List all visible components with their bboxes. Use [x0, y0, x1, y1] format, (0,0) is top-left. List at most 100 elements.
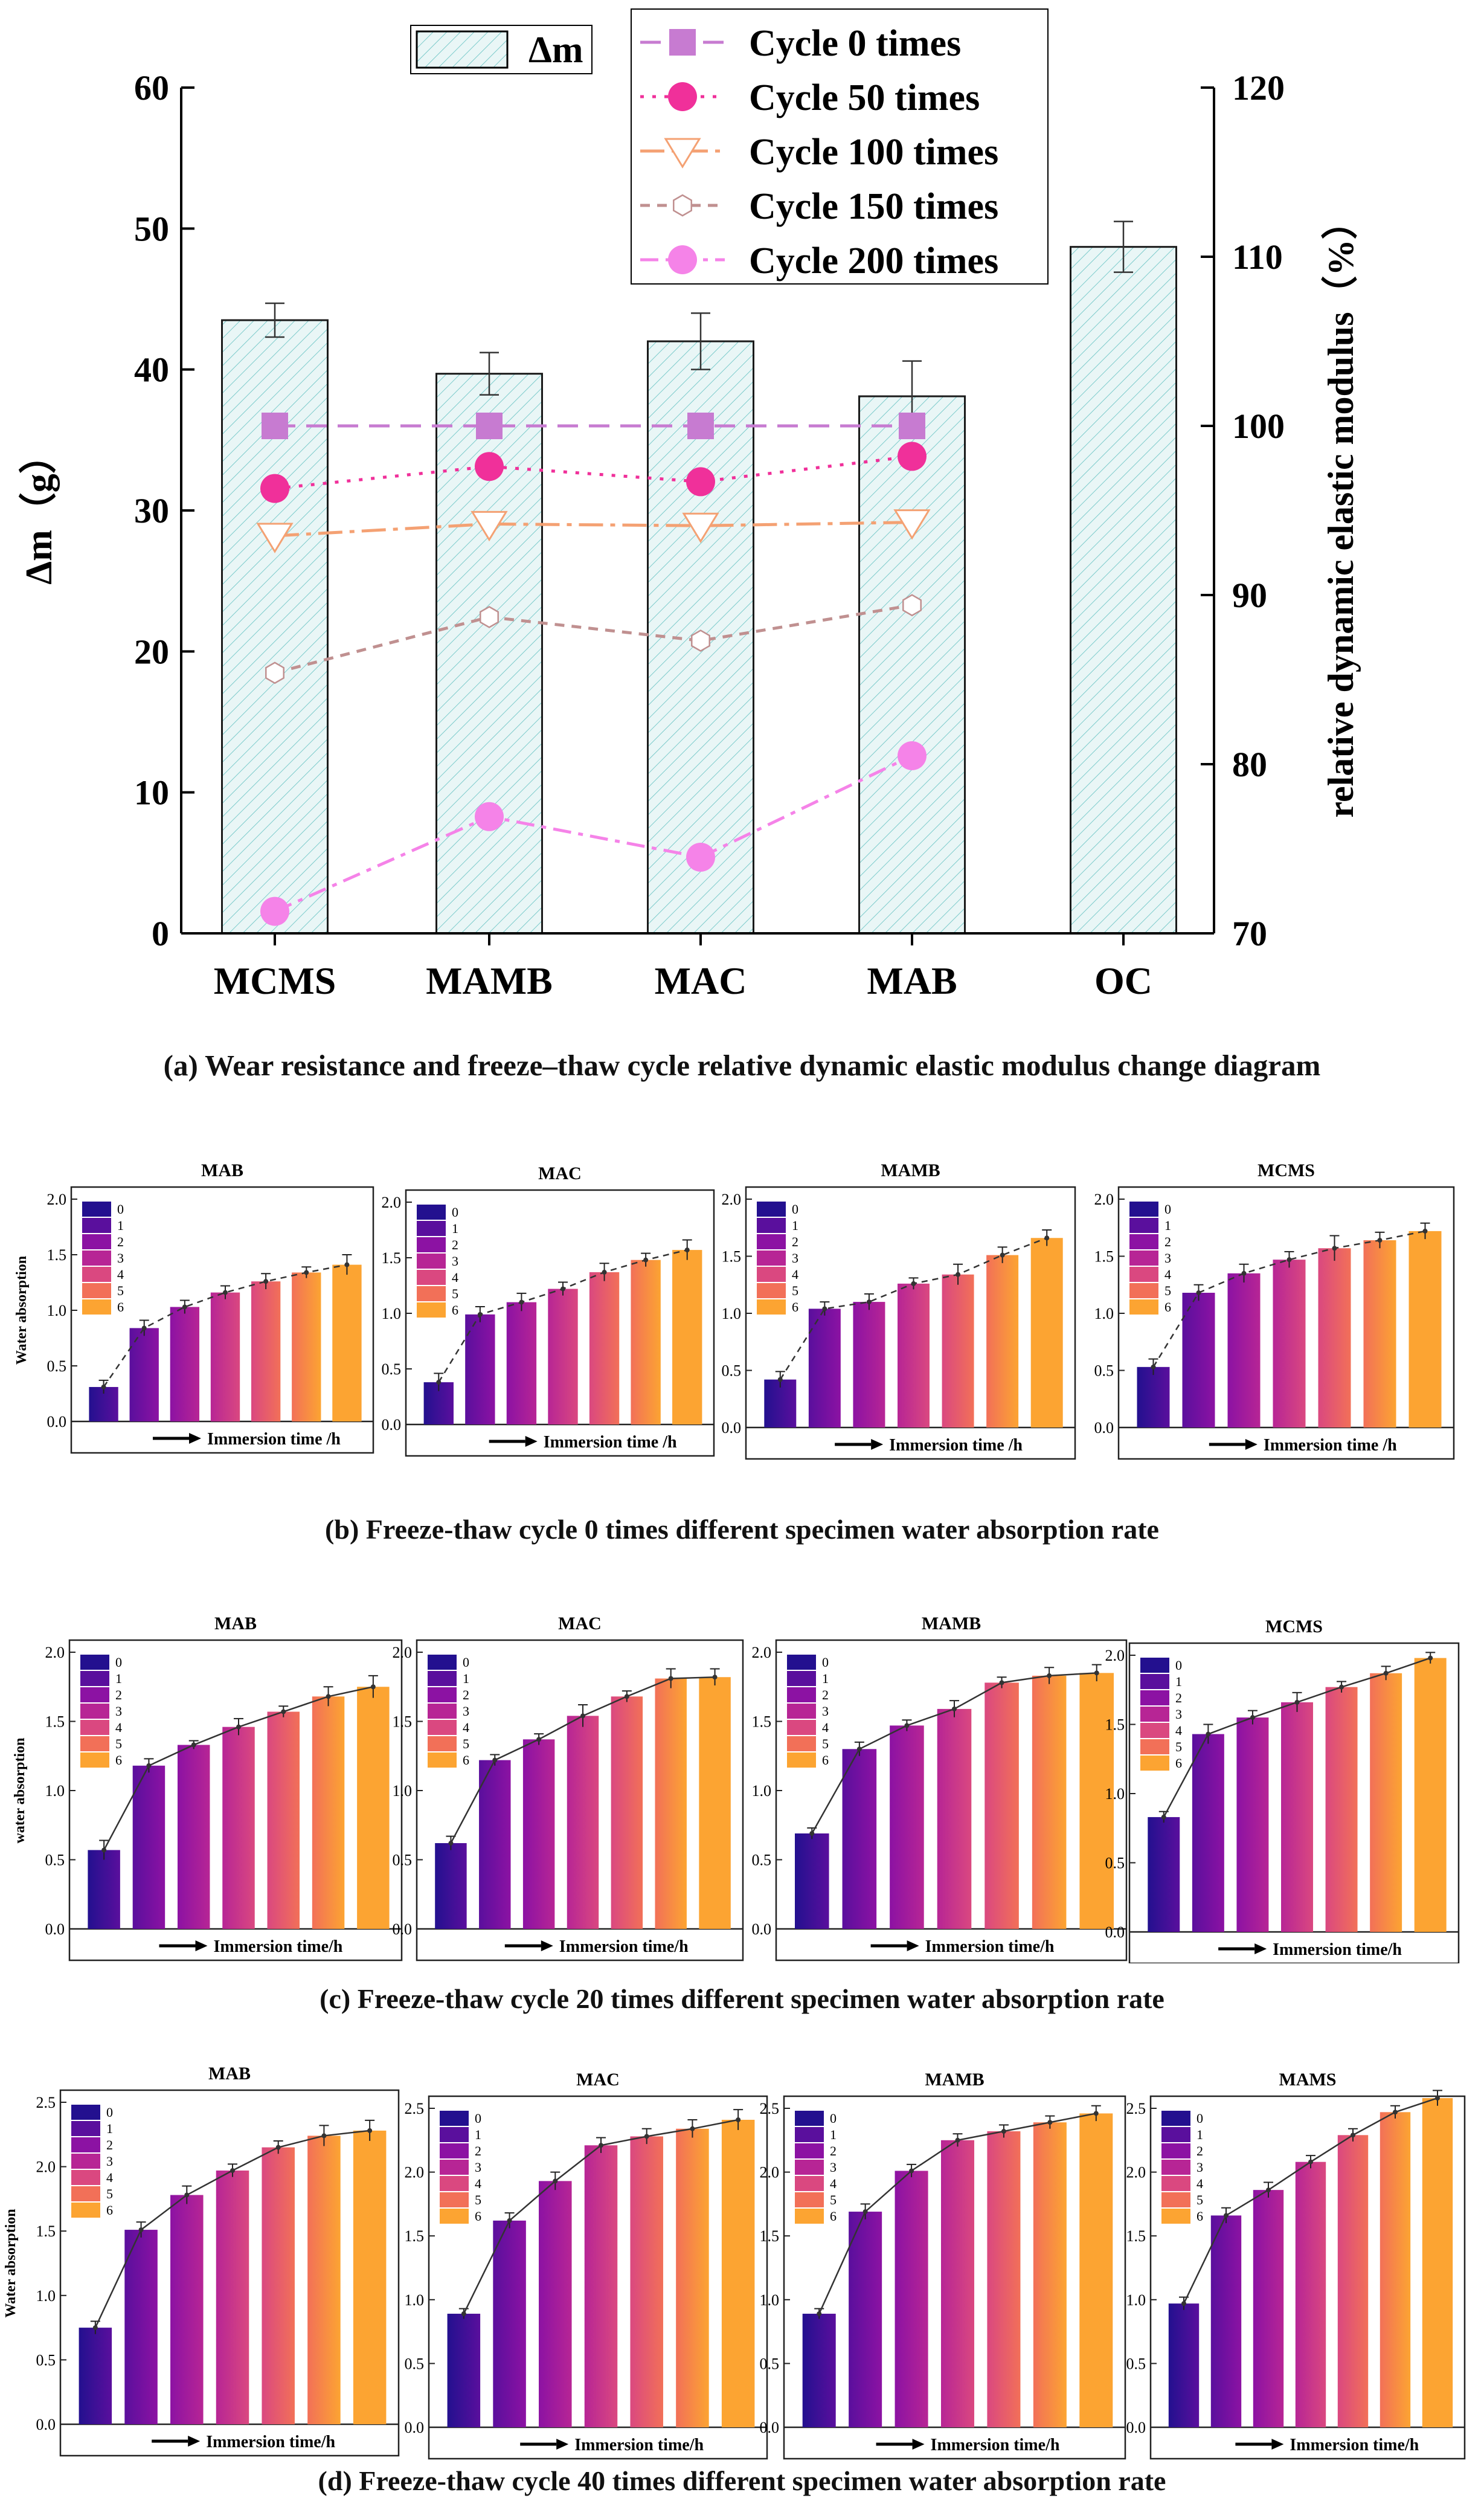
bar	[1337, 2135, 1369, 2427]
bar	[1030, 1238, 1063, 1427]
series-point	[691, 629, 710, 652]
legend-label: 4	[830, 2176, 837, 2191]
series-point	[476, 413, 503, 439]
trend-point	[477, 1312, 483, 1317]
bar	[795, 1833, 829, 1929]
y-tick-label: 1.5	[1126, 2227, 1146, 2245]
bar	[170, 2195, 204, 2424]
legend-label: 3	[822, 1704, 829, 1719]
y-right-tick-label: 100	[1232, 407, 1285, 446]
bar	[1370, 1673, 1402, 1932]
bar	[802, 2314, 836, 2427]
legend-swatch	[757, 1202, 786, 1217]
y-tick-label: 0.5	[382, 1360, 402, 1378]
bar	[721, 2120, 755, 2427]
y-tick-label: 0.5	[1105, 1855, 1125, 1872]
legend-swatch	[417, 1286, 446, 1301]
trend-point	[1241, 1270, 1247, 1276]
legend-swatch	[795, 2127, 824, 2142]
trend-point	[182, 1304, 187, 1310]
bar-dm-MCMS	[221, 319, 329, 935]
bar	[548, 1289, 578, 1424]
bar	[589, 1272, 620, 1424]
legend-swatch	[1161, 2143, 1190, 2158]
y-tick-label: 0.5	[1094, 1362, 1114, 1380]
legend-swatch	[428, 1671, 457, 1686]
y-tick-label: 0.5	[36, 2351, 56, 2369]
legend-swatch	[80, 1687, 109, 1702]
bar	[292, 1272, 321, 1421]
legend-swatch	[82, 1202, 111, 1217]
x-axis-label: Immersion time/h	[925, 1937, 1055, 1956]
trend-point	[1094, 1670, 1099, 1676]
bar	[79, 2328, 112, 2424]
bar	[611, 1696, 643, 1929]
y-tick-label: 1.5	[47, 1246, 67, 1264]
trend-point	[856, 1746, 862, 1752]
y-tick-label: 0.5	[760, 2355, 780, 2372]
series-point	[898, 741, 927, 770]
bar	[1318, 1248, 1351, 1427]
trend-point	[712, 1675, 718, 1680]
trend-point	[1206, 1731, 1211, 1737]
y-tick-label: 1.0	[45, 1782, 65, 1800]
trend-point	[1422, 1228, 1428, 1234]
y-tick-label: 0.5	[47, 1357, 67, 1375]
legend-label: 3	[1175, 1707, 1182, 1722]
bar	[210, 1292, 240, 1421]
trend-point	[1351, 2132, 1355, 2138]
legend-swatch	[71, 2137, 100, 2152]
legend-swatch	[428, 1736, 457, 1751]
series-point	[471, 510, 508, 542]
bar	[465, 1314, 495, 1424]
legend-label: 0	[452, 1205, 458, 1220]
trend-point	[999, 1680, 1004, 1685]
legend-marker	[669, 29, 696, 56]
legend-label: 1	[106, 2121, 113, 2136]
legend-swatch	[1140, 1674, 1169, 1689]
bar	[1227, 1273, 1261, 1427]
legend-label: 5	[830, 2192, 837, 2207]
arrow-icon	[188, 2436, 201, 2447]
legend-swatch	[1129, 1234, 1158, 1249]
trend-point	[101, 1384, 106, 1389]
y-right-tick-label: 90	[1232, 576, 1267, 615]
y-tick-label: 0.5	[752, 1852, 772, 1869]
trend-point	[1161, 1814, 1166, 1820]
legend-swatch	[440, 2176, 469, 2191]
y-left-tick-label: 30	[134, 491, 169, 530]
panel-title: MAB	[214, 1614, 257, 1633]
trend-point	[1286, 1257, 1292, 1263]
trend-point	[862, 2209, 868, 2215]
legend-swatch	[71, 2105, 100, 2120]
series-point	[480, 605, 499, 628]
arrow-icon	[1254, 1943, 1267, 1954]
trend-point	[580, 1713, 585, 1719]
legend-label: 6	[1164, 1299, 1171, 1315]
panel-MCMS: MCMS 0.0 0.5 1.0 1.5 2.0 012 345 6 Immersion time…	[1105, 1617, 1460, 1963]
legend-swatch	[787, 1720, 816, 1735]
legend-box-cycles	[631, 8, 1049, 285]
trend-point	[1339, 1684, 1344, 1690]
x-axis-label: Immersion time/h	[206, 2433, 335, 2451]
bar	[890, 1725, 924, 1929]
legend-label: 5	[822, 1736, 829, 1751]
trend-point	[1428, 1655, 1433, 1661]
legend-swatch	[80, 1704, 109, 1719]
x-tick-label: MCMS	[214, 959, 336, 1002]
bar	[895, 2171, 928, 2427]
panel-MAMB: MAMB 0.0 0.5 1.0 1.5 2.0 2.5 012 345 6 Immersion t…	[760, 2070, 1126, 2460]
bar	[631, 1260, 661, 1424]
y-tick-label: 2.0	[1126, 2164, 1146, 2181]
y-tick-label: 0.0	[722, 1419, 742, 1437]
legend-swatch	[787, 1752, 816, 1768]
trend-point	[281, 1709, 286, 1714]
legend-label: 1	[822, 1671, 829, 1686]
legend-marker	[668, 245, 697, 274]
legend-swatch	[428, 1752, 457, 1768]
legend-swatch	[1129, 1250, 1158, 1266]
legend-label: 0	[115, 1655, 122, 1670]
